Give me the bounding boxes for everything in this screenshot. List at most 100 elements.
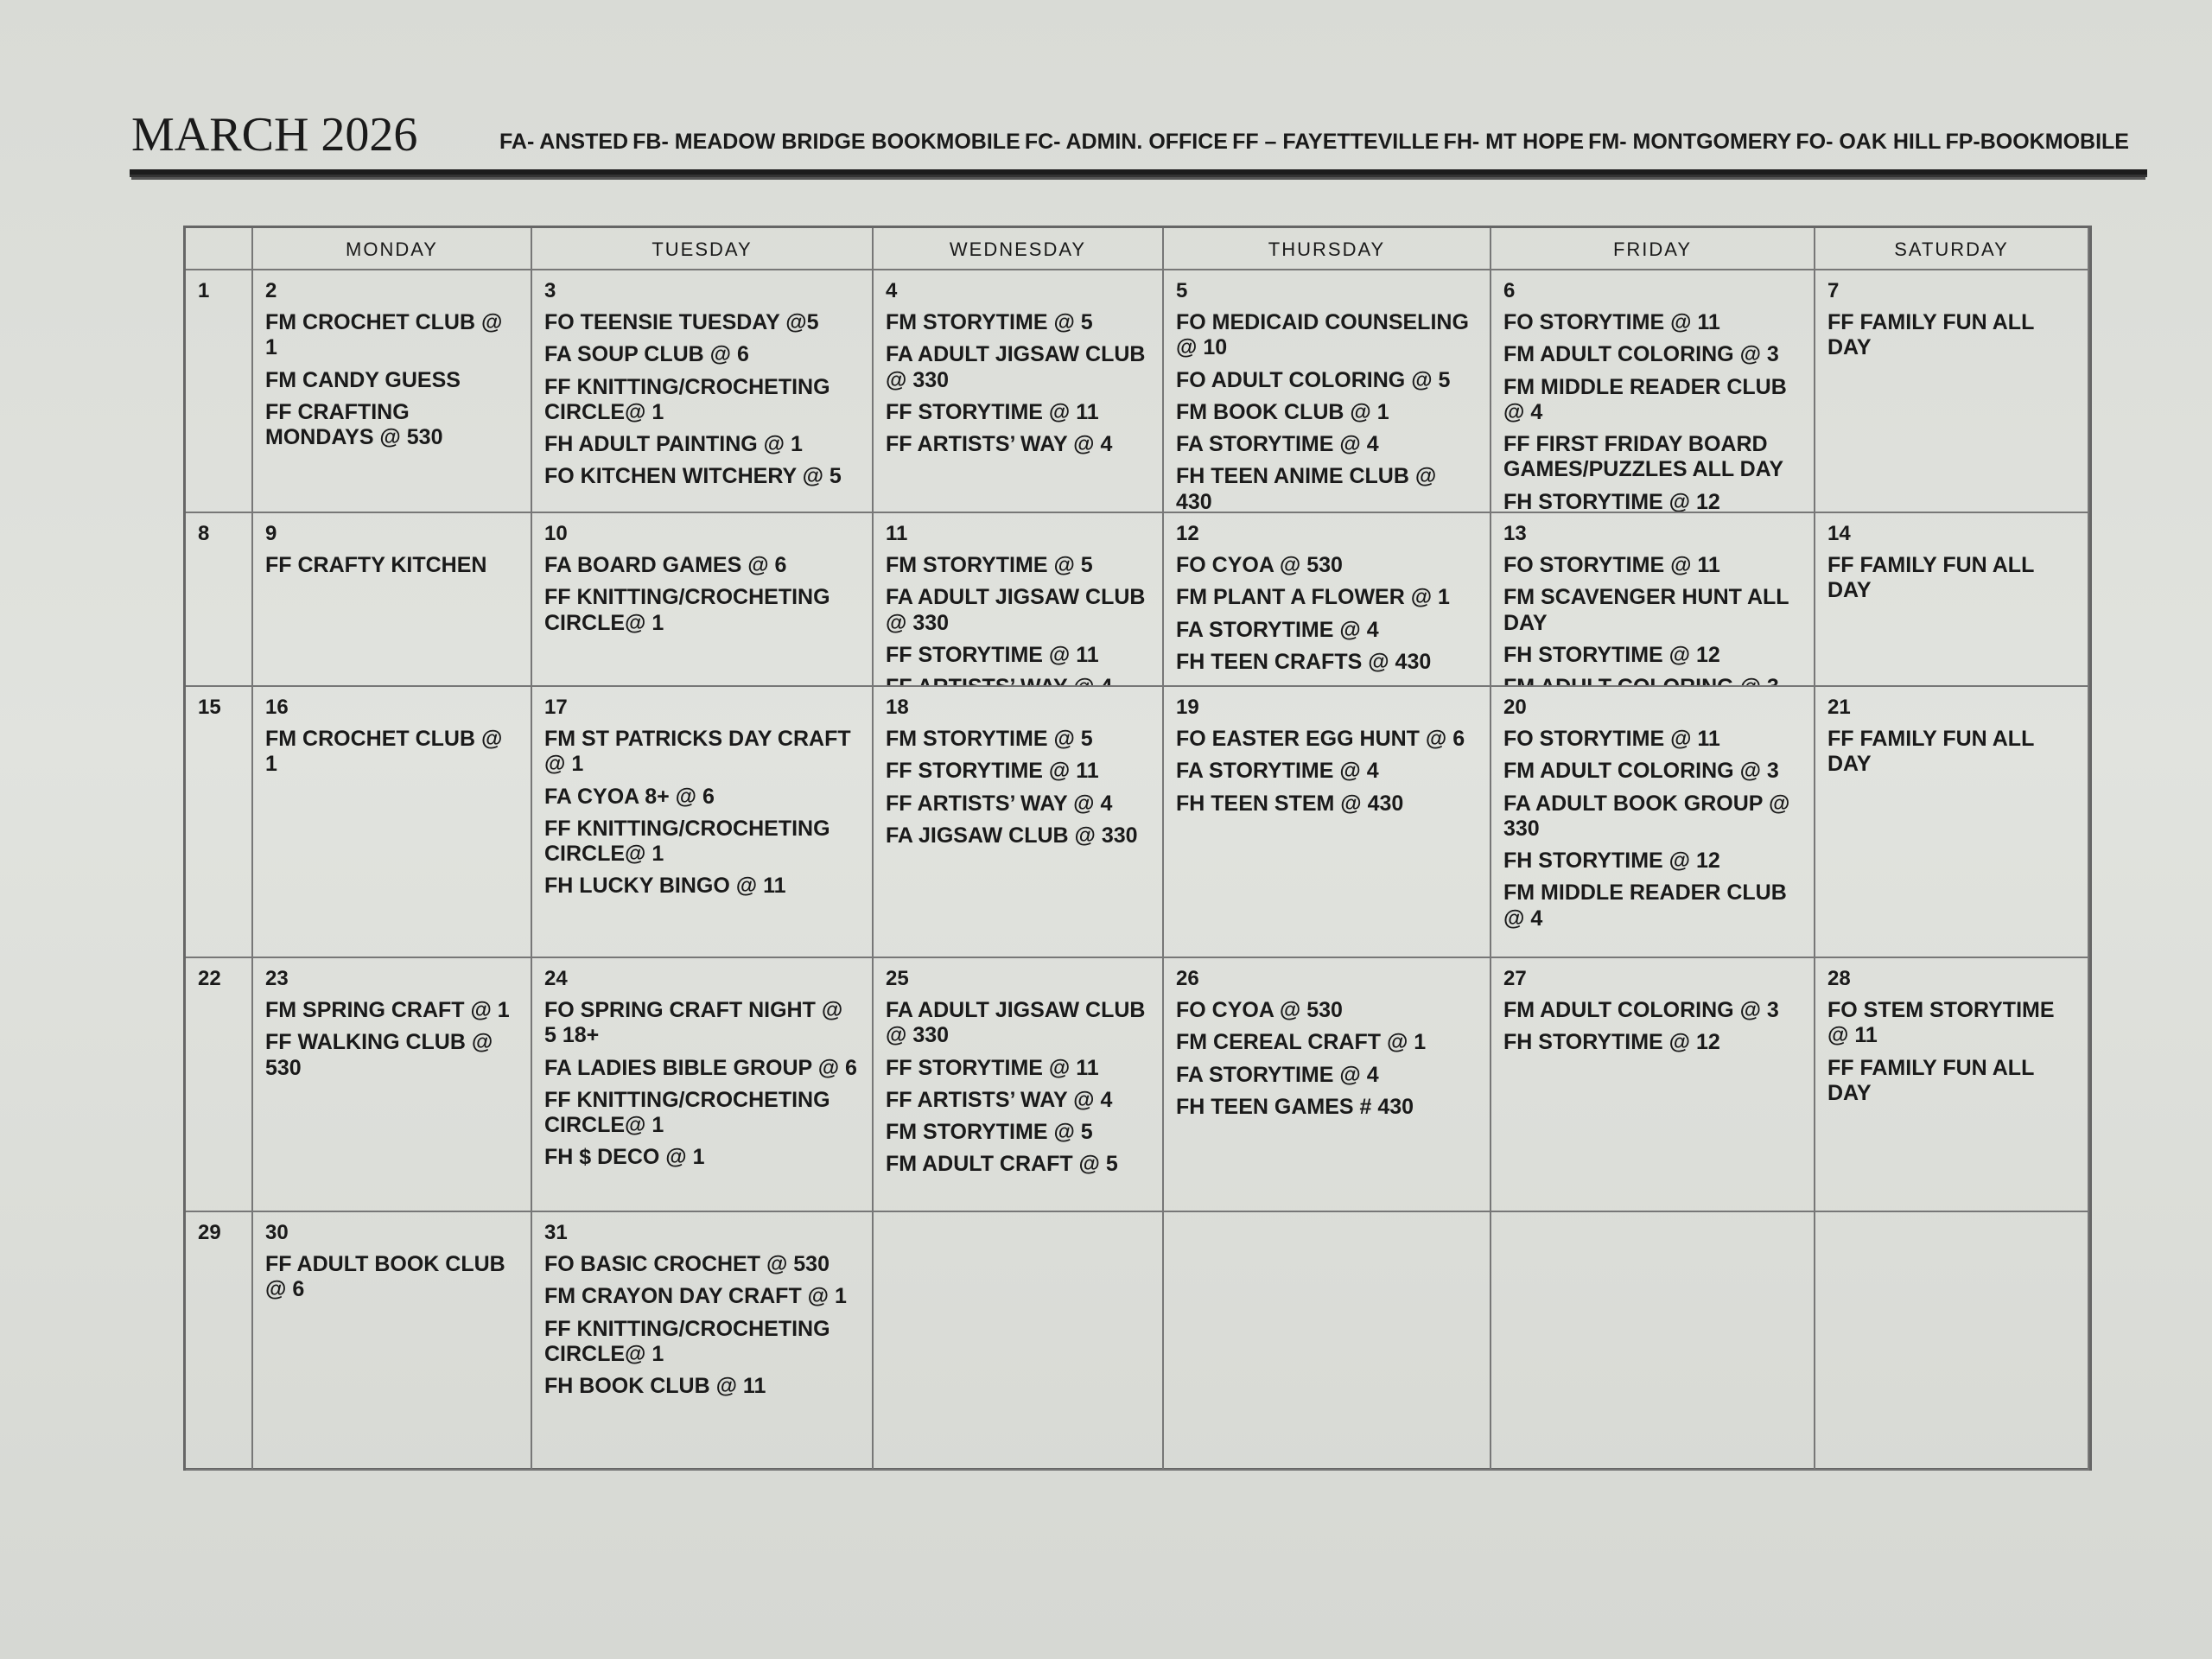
event: FA ADULT JIGSAW CLUB @ 330	[886, 585, 1146, 635]
event: FF ARTISTS’ WAY @ 4	[886, 675, 1113, 687]
event: FF ARTISTS’ WAY @ 4	[886, 791, 1113, 816]
event: FM SCAVENGER HUNT ALL DAY	[1503, 585, 1789, 635]
event: FM CEREAL CRAFT @ 1	[1176, 1030, 1427, 1055]
event: FA ADULT JIGSAW CLUB @ 330	[886, 342, 1146, 392]
date-number: 10	[544, 522, 568, 545]
event: FO ADULT COLORING @ 5	[1176, 367, 1451, 392]
date-number: 3	[544, 279, 556, 302]
date-number: 12	[1176, 522, 1199, 545]
day-cell: 5 FO MEDICAID COUNSELING @ 10 FO ADULT COL…	[1164, 270, 1491, 513]
day-cell: 18 FM STORYTIME @ 5 FF STORYTIME @ 11 FF AR…	[874, 687, 1164, 958]
event: FA JIGSAW CLUB @ 330	[886, 823, 1138, 848]
date-number: 4	[886, 279, 898, 302]
date-number: 25	[886, 967, 909, 990]
day-cell: 19 FO EASTER EGG HUNT @ 6 FA STORYTIME @ 4…	[1164, 687, 1491, 958]
event: FA STORYTIME @ 4	[1176, 617, 1379, 642]
event: FH TEEN STEM @ 430	[1176, 791, 1404, 816]
event: FO STORYTIME @ 11	[1503, 310, 1720, 334]
day-cell: 28 FO STEM STORYTIME @ 11 FF FAMILY FUN AL…	[1815, 958, 2089, 1212]
date-number: 9	[265, 522, 277, 545]
event: FM ADULT COLORING @ 3	[1503, 998, 1779, 1022]
day-header: WEDNESDAY	[874, 228, 1164, 270]
event: FF KNITTING/CROCHETING CIRCLE@ 1	[544, 585, 830, 635]
event: FM CROCHET CLUB @ 1	[265, 727, 503, 777]
day-cell: 30 FF ADULT BOOK CLUB @ 6	[253, 1212, 532, 1471]
day-cell: 14 FF FAMILY FUN ALL DAY	[1815, 513, 2089, 687]
event: FO SPRING CRAFT NIGHT @ 5 18+	[544, 998, 843, 1048]
event: FM CANDY GUESS	[265, 367, 461, 392]
event: FF ADULT BOOK CLUB @ 6	[265, 1252, 505, 1302]
event: FF WALKING CLUB @ 530	[265, 1030, 493, 1080]
event: FF STORYTIME @ 11	[886, 642, 1099, 667]
day-cell: 24 FO SPRING CRAFT NIGHT @ 5 18+ FA LADIES…	[532, 958, 874, 1212]
legend-item: FF – FAYETTEVILLE	[1232, 130, 1440, 154]
event: FF KNITTING/CROCHETING CIRCLE@ 1	[544, 816, 830, 866]
event: FM ADULT COLORING @ 3	[1503, 759, 1779, 784]
date-number: 2	[265, 279, 277, 302]
event: FA ADULT BOOK GROUP @ 330	[1503, 791, 1790, 841]
date-number: 16	[265, 696, 289, 719]
sunday-cell: 22	[186, 958, 253, 1212]
event: FO BASIC CROCHET @ 530	[544, 1252, 830, 1276]
date-number: 26	[1176, 967, 1199, 990]
sunday-cell: 15	[186, 687, 253, 958]
event: FO STORYTIME @ 11	[1503, 727, 1720, 751]
event: FM ADULT COLORING @ 3	[1503, 675, 1779, 687]
event: FF KNITTING/CROCHETING CIRCLE@ 1	[544, 1087, 830, 1137]
event: FM STORYTIME @ 5	[886, 310, 1093, 334]
date-number: 23	[265, 967, 289, 990]
date-number: 27	[1503, 967, 1527, 990]
event: FF STORYTIME @ 11	[886, 1055, 1099, 1080]
legend: FA- ANSTED FB- MEADOW BRIDGE BOOKMOBILE FC…	[499, 130, 2129, 155]
event: FF ARTISTS’ WAY @ 4	[886, 432, 1113, 456]
event: FA SOUP CLUB @ 6	[544, 342, 749, 367]
event: FA BOARD GAMES @ 6	[544, 553, 787, 577]
event: FF FAMILY FUN ALL DAY	[1827, 727, 2034, 777]
event: FF CRAFTY KITCHEN	[265, 553, 487, 577]
day-cell: 27 FM ADULT COLORING @ 3 FH STORYTIME @ 12	[1491, 958, 1815, 1212]
event: FH STORYTIME @ 12	[1503, 849, 1720, 873]
day-header: TUESDAY	[532, 228, 874, 270]
date-number: 14	[1827, 522, 1851, 545]
event: FF ARTISTS’ WAY @ 4	[886, 1087, 1113, 1112]
date-number: 7	[1827, 279, 1840, 302]
day-cell: 31 FO BASIC CROCHET @ 530 FM CRAYON DAY CR…	[532, 1212, 874, 1471]
day-cell: 20 FO STORYTIME @ 11 FM ADULT COLORING @ 3…	[1491, 687, 1815, 958]
event: FF STORYTIME @ 11	[886, 399, 1099, 424]
event: FF STORYTIME @ 11	[886, 759, 1099, 784]
legend-item: FM- MONTGOMERY	[1588, 130, 1792, 154]
event: FM ST PATRICKS DAY CRAFT @ 1	[544, 727, 851, 777]
event: FA STORYTIME @ 4	[1176, 759, 1379, 784]
event: FF FIRST FRIDAY BOARD GAMES/PUZZLES ALL …	[1503, 432, 1784, 482]
event: FF KNITTING/CROCHETING CIRCLE@ 1	[544, 1316, 830, 1366]
event: FH LUCKY BINGO @ 11	[544, 874, 786, 899]
day-cell: 17 FM ST PATRICKS DAY CRAFT @ 1 FA CYOA 8+…	[532, 687, 874, 958]
sunday-cell: 29	[186, 1212, 253, 1471]
event: FO STORYTIME @ 11	[1503, 553, 1720, 577]
day-header: MONDAY	[253, 228, 532, 270]
event: FA STORYTIME @ 4	[1176, 1062, 1379, 1087]
day-header: SATURDAY	[1815, 228, 2089, 270]
date-number: 13	[1503, 522, 1527, 545]
day-cell: 7 FF FAMILY FUN ALL DAY	[1815, 270, 2089, 513]
day-header: THURSDAY	[1164, 228, 1491, 270]
legend-item: FO- OAK HILL	[1796, 130, 1942, 154]
day-cell: 12 FO CYOA @ 530 FM PLANT A FLOWER @ 1 FA S…	[1164, 513, 1491, 687]
day-cell: 6 FO STORYTIME @ 11 FM ADULT COLORING @ 3 F…	[1491, 270, 1815, 513]
date-number: 17	[544, 696, 568, 719]
date-number: 28	[1827, 967, 1851, 990]
day-cell: 2 FM CROCHET CLUB @ 1 FM CANDY GUESS FF CRA…	[253, 270, 532, 513]
event: FF FAMILY FUN ALL DAY	[1827, 553, 2034, 603]
day-cell	[1491, 1212, 1815, 1471]
event: FF FAMILY FUN ALL DAY	[1827, 310, 2034, 360]
title: MARCH 2026	[131, 108, 418, 162]
event: FH ADULT PAINTING @ 1	[544, 432, 803, 456]
event: FM ADULT COLORING @ 3	[1503, 342, 1779, 367]
sunday-cell: 8	[186, 513, 253, 687]
event: FM STORYTIME @ 5	[886, 727, 1093, 751]
event: FM SPRING CRAFT @ 1	[265, 998, 510, 1022]
day-cell	[874, 1212, 1164, 1471]
event: FH TEEN CRAFTS @ 430	[1176, 649, 1432, 674]
legend-item: FC- ADMIN. OFFICE	[1024, 130, 1228, 154]
date-number: 8	[198, 522, 210, 545]
